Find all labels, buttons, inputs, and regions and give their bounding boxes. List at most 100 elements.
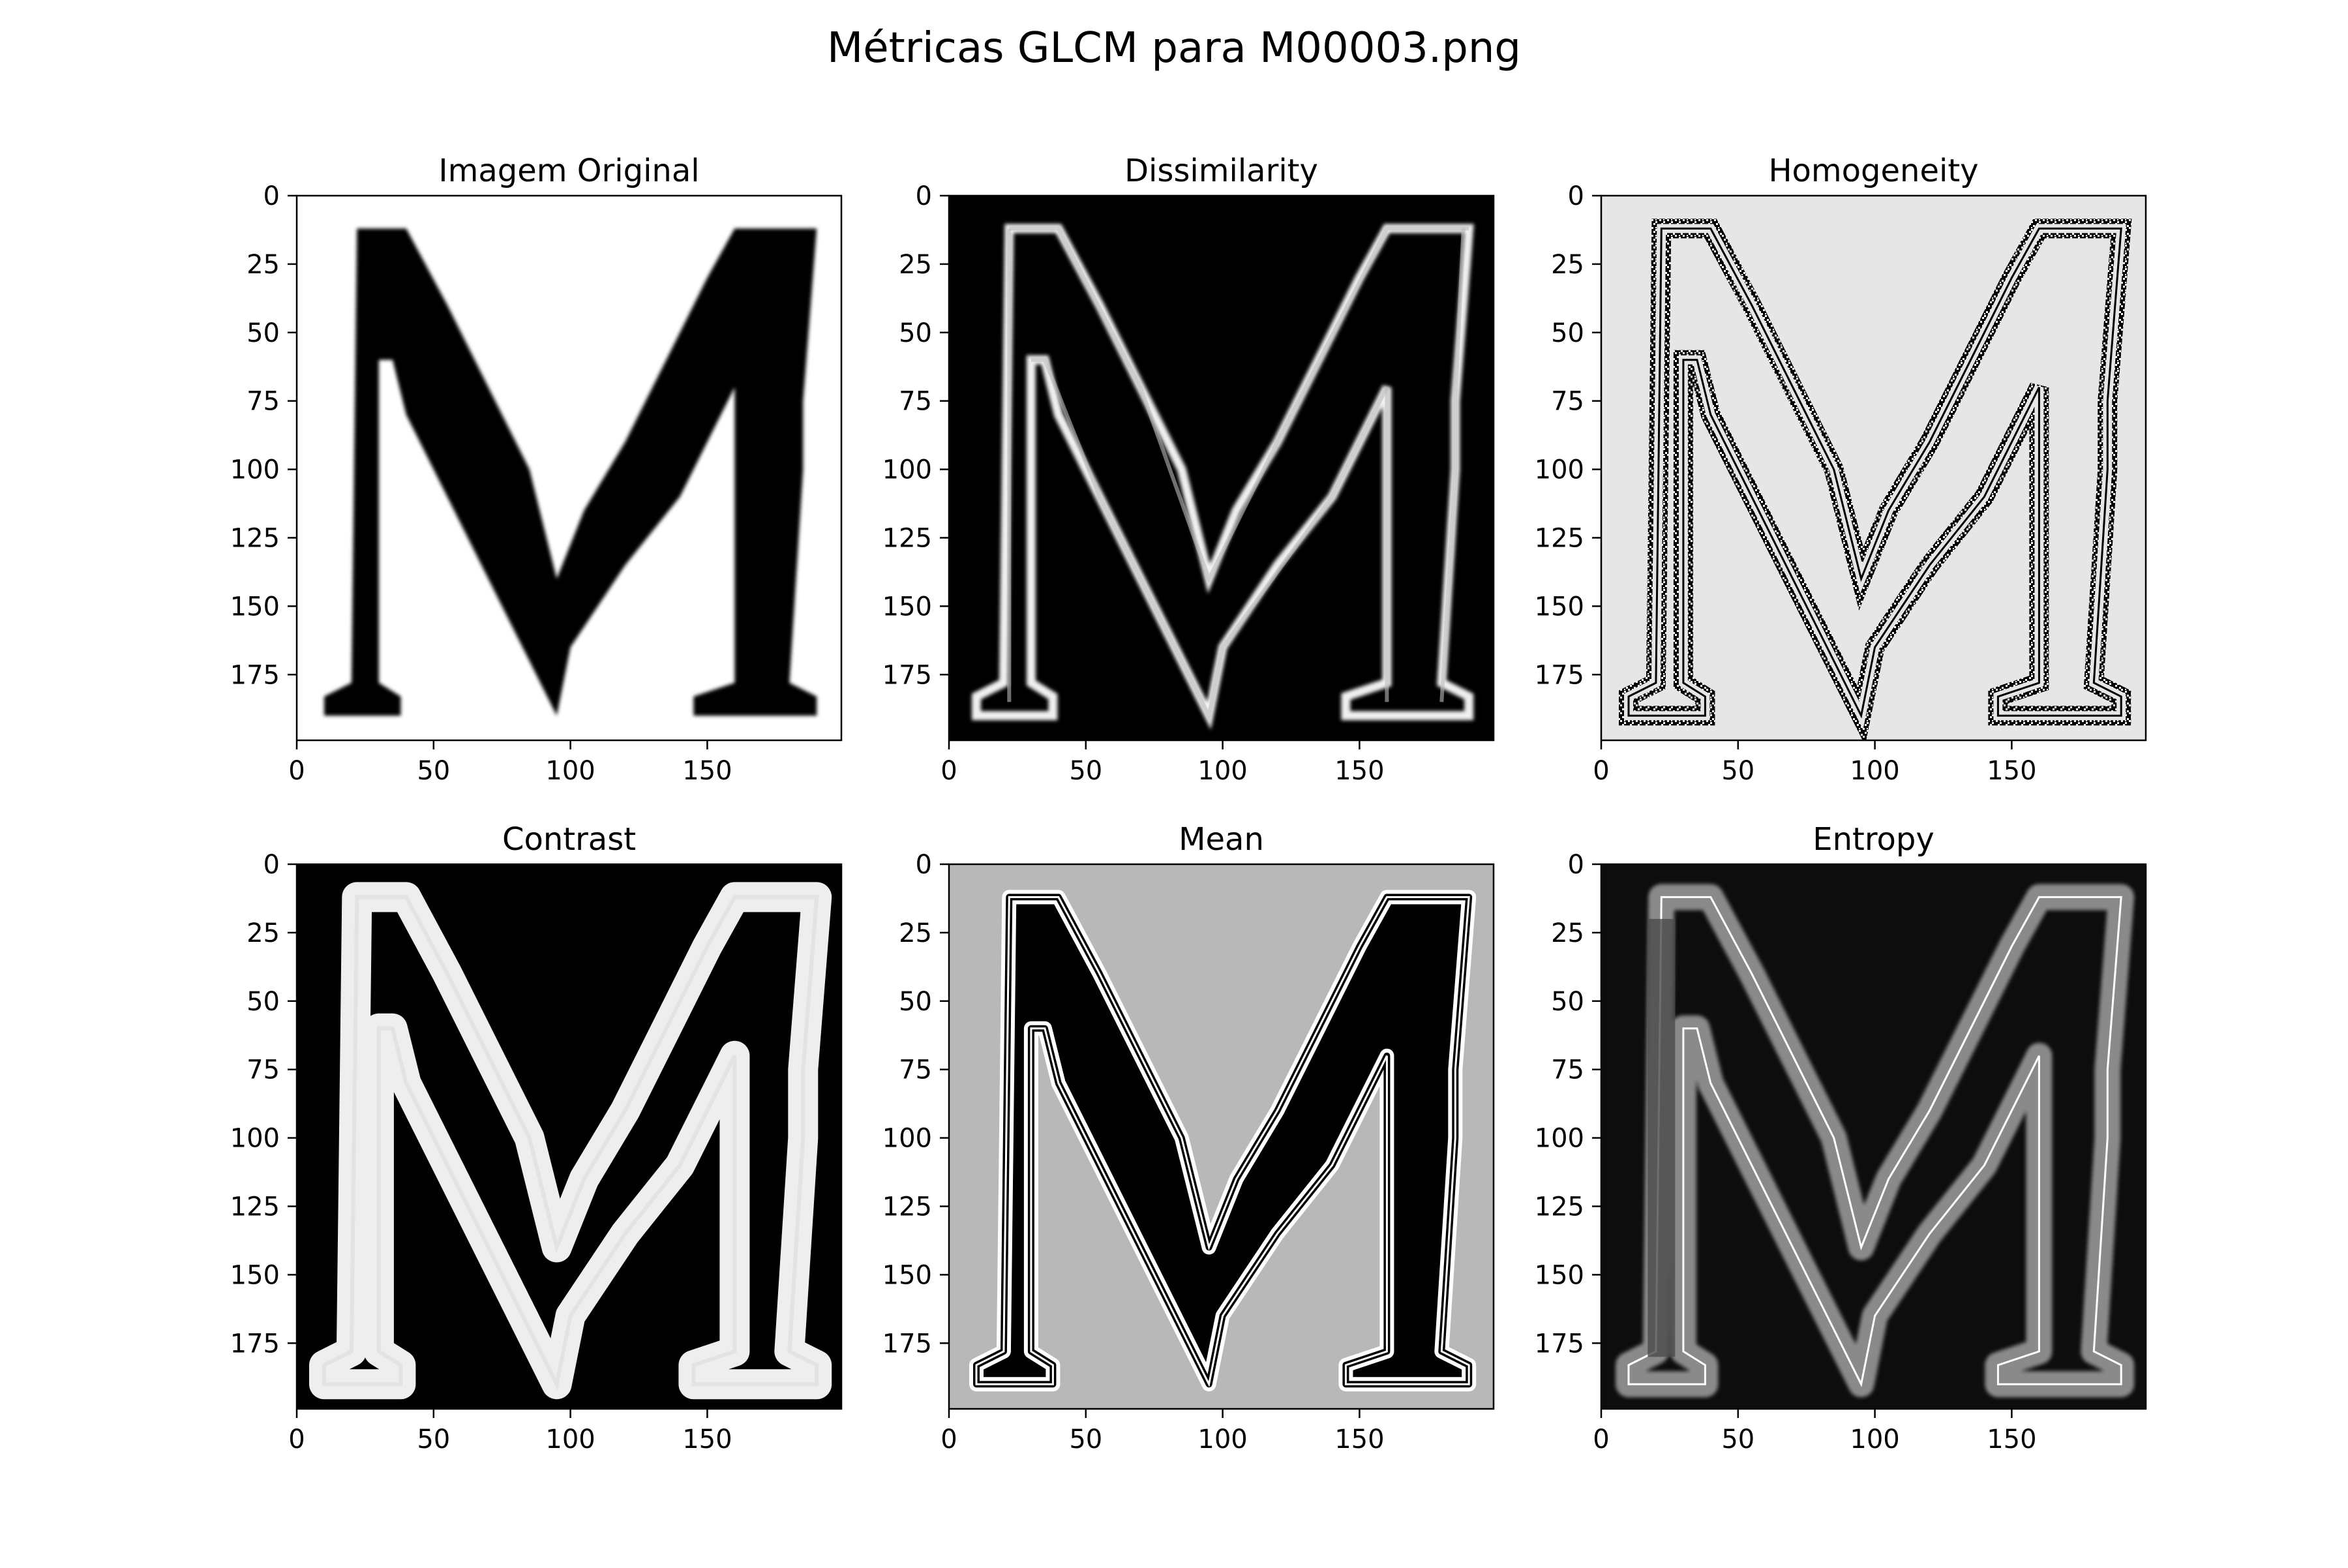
panel-2: Dissimilarity 0 50 100 150 0 25 50 75 100 125 150 17… <box>882 153 1495 786</box>
panel-image <box>297 864 841 1409</box>
y-tick-label: 125 <box>1535 523 1584 553</box>
y-tick-label: 125 <box>882 523 932 553</box>
x-tick-label: 0 <box>288 756 305 786</box>
axes-frame <box>1600 194 2147 742</box>
x-tick-label: 150 <box>1334 756 1384 786</box>
panel-title: Imagem Original <box>438 153 699 189</box>
y-tick-label: 0 <box>1568 850 1584 880</box>
x-tick-label: 100 <box>1850 1425 1899 1455</box>
y-tick-label: 175 <box>882 660 932 690</box>
y-tick-label: 50 <box>1551 987 1584 1017</box>
x-tick-label: 0 <box>1593 756 1609 786</box>
y-tick-label: 0 <box>263 181 280 211</box>
y-tick-label: 175 <box>1535 1329 1584 1359</box>
x-tick-label: 50 <box>1721 756 1754 786</box>
y-tick-label: 50 <box>1551 318 1584 348</box>
x-tick-label: 50 <box>1069 1425 1102 1455</box>
y-tick-label: 150 <box>1535 1260 1584 1290</box>
x-tick-label: 0 <box>288 1425 305 1455</box>
edge-spine <box>1009 226 1469 584</box>
y-tick-label: 0 <box>916 181 932 211</box>
glyph-m-shape <box>976 897 1469 1385</box>
y-tick-label: 150 <box>230 592 280 622</box>
y-tick-label: 75 <box>899 1055 932 1085</box>
x-tick-label: 50 <box>1069 756 1102 786</box>
y-tick-label: 0 <box>916 850 932 880</box>
edge-spine <box>1031 357 1389 722</box>
panel-image <box>1601 196 2146 740</box>
y-tick-label: 150 <box>1535 592 1584 622</box>
y-tick-label: 125 <box>882 1192 932 1222</box>
y-tick-label: 100 <box>230 455 280 485</box>
x-tick-label: 150 <box>682 756 732 786</box>
y-tick-label: 50 <box>247 318 280 348</box>
x-tick-label: 150 <box>1334 1425 1384 1455</box>
y-tick-label: 75 <box>1551 1055 1584 1085</box>
figure-title: Métricas GLCM para M00003.png <box>827 24 1521 72</box>
edge-spine <box>1439 228 1466 702</box>
entropy-edge <box>1627 896 2122 1387</box>
panel-image <box>949 864 1494 1409</box>
y-tick-label: 100 <box>1535 455 1584 485</box>
x-tick-label: 0 <box>1593 1425 1609 1455</box>
glyph-m-shape <box>324 228 817 716</box>
y-tick-label: 150 <box>882 1260 932 1290</box>
y-tick-label: 75 <box>899 387 932 417</box>
y-tick-label: 75 <box>1551 387 1584 417</box>
x-tick-label: 150 <box>1987 1425 2036 1455</box>
y-tick-label: 75 <box>247 387 280 417</box>
entropy-stem <box>1648 918 1676 1357</box>
y-tick-label: 150 <box>230 1260 280 1290</box>
x-tick-label: 150 <box>682 1425 732 1455</box>
x-tick-label: 100 <box>545 756 595 786</box>
panel-5: Mean 0 50 100 150 0 25 50 75 100 125 150 175 <box>882 821 1495 1455</box>
panel-title: Entropy <box>1813 821 1934 858</box>
y-tick-label: 175 <box>230 1329 280 1359</box>
axes-frame <box>295 194 843 742</box>
panel-title: Contrast <box>502 821 636 858</box>
y-tick-label: 50 <box>247 987 280 1017</box>
y-tick-label: 100 <box>882 455 932 485</box>
y-tick-label: 50 <box>899 318 932 348</box>
panel-title: Dissimilarity <box>1124 153 1318 189</box>
axes-frame <box>948 194 1495 742</box>
y-tick-label: 175 <box>1535 660 1584 690</box>
x-tick-label: 0 <box>941 1425 957 1455</box>
panel-title: Homogeneity <box>1768 153 1978 189</box>
axes-frame <box>948 863 1495 1410</box>
panel-image <box>949 196 1494 740</box>
y-tick-label: 125 <box>1535 1192 1584 1222</box>
panel-6: Entropy 0 50 100 150 0 25 50 75 100 125 150 175 <box>1535 821 2147 1455</box>
x-tick-label: 150 <box>1987 756 2036 786</box>
y-tick-label: 100 <box>1535 1124 1584 1154</box>
y-tick-label: 125 <box>230 1192 280 1222</box>
y-tick-label: 75 <box>247 1055 280 1085</box>
x-tick-label: 0 <box>941 756 957 786</box>
axes-frame <box>295 863 843 1410</box>
y-tick-label: 25 <box>1551 918 1584 948</box>
y-tick-label: 150 <box>882 592 932 622</box>
edge-line <box>1627 227 2122 719</box>
edge-core <box>975 896 1470 1387</box>
y-tick-label: 25 <box>1551 250 1584 280</box>
y-tick-label: 25 <box>899 918 932 948</box>
y-tick-label: 50 <box>899 987 932 1017</box>
x-tick-label: 100 <box>1197 1425 1247 1455</box>
x-tick-label: 50 <box>1721 1425 1754 1455</box>
panel-image <box>297 196 841 740</box>
panel-image <box>1601 864 2146 1409</box>
y-tick-label: 100 <box>230 1124 280 1154</box>
axes-frame <box>1600 863 2147 1410</box>
panel-title: Mean <box>1179 821 1264 858</box>
x-tick-label: 100 <box>1850 756 1899 786</box>
y-tick-label: 25 <box>899 250 932 280</box>
x-tick-label: 100 <box>545 1425 595 1455</box>
y-tick-label: 25 <box>247 918 280 948</box>
panel-3: Homogeneity 0 50 100 150 0 25 50 75 100 125 150 175 <box>1535 153 2147 786</box>
y-tick-label: 125 <box>230 523 280 553</box>
y-tick-label: 175 <box>230 660 280 690</box>
y-tick-label: 100 <box>882 1124 932 1154</box>
y-tick-label: 25 <box>247 250 280 280</box>
x-tick-label: 50 <box>417 756 450 786</box>
